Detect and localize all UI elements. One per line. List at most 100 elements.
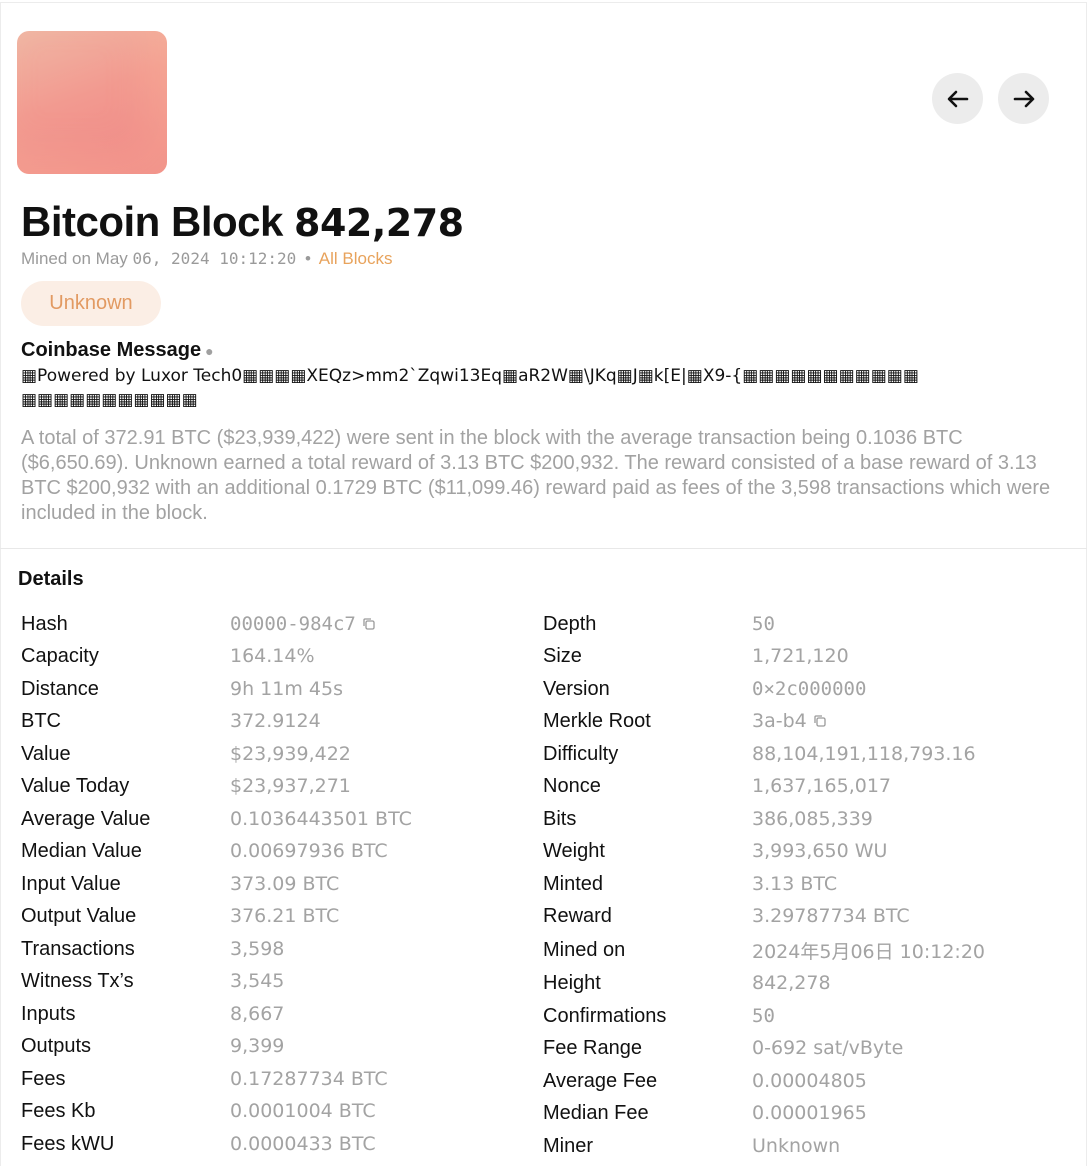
coinbase-heading: Coinbase Message ● xyxy=(21,339,214,362)
detail-value: 376.21 BTC xyxy=(230,905,340,927)
detail-row: Inputs 8,667 xyxy=(21,998,284,1030)
detail-value: 1,637,165,017 xyxy=(752,775,892,797)
detail-row: Median Value 0.00697936 BTC xyxy=(21,835,388,867)
detail-label: Mined on xyxy=(543,938,626,961)
detail-label: Hash xyxy=(21,612,68,635)
detail-row: Reward 3.29787734 BTC xyxy=(543,900,910,932)
detail-label: Merkle Root xyxy=(543,709,651,732)
detail-label: Capacity xyxy=(21,644,99,667)
detail-label: Version xyxy=(543,677,610,700)
detail-value: $23,939,422 xyxy=(230,743,351,765)
detail-row: Capacity 164.14% xyxy=(21,640,315,672)
detail-row: Weight 3,993,650 WU xyxy=(543,835,887,867)
separator-dot: • xyxy=(305,249,311,268)
detail-value: 386,085,339 xyxy=(752,808,873,830)
detail-label: Confirmations xyxy=(543,1004,667,1027)
detail-row: Difficulty 88,104,191,118,793.16 xyxy=(543,738,976,770)
detail-value: 9,399 xyxy=(230,1035,285,1057)
detail-value[interactable]: 3a-b4 xyxy=(752,710,807,732)
detail-label: Height xyxy=(543,971,601,994)
detail-row: Outputs 9,399 xyxy=(21,1030,284,1062)
coinbase-message: ▦Powered by Luxor Tech0▦▦▦▦XEQz>mm2`Zqwi… xyxy=(21,366,919,410)
detail-value: 373.09 BTC xyxy=(230,873,340,895)
detail-label: Median Fee xyxy=(543,1101,649,1124)
detail-row: Average Fee 0.00004805 xyxy=(543,1065,867,1097)
detail-label: Bits xyxy=(543,807,577,830)
detail-value: 8,667 xyxy=(230,1003,285,1025)
block-number: 842,278 xyxy=(294,201,464,245)
all-blocks-link[interactable]: All Blocks xyxy=(318,249,393,268)
detail-row: Minted 3.13 BTC xyxy=(543,868,837,900)
section-divider xyxy=(0,548,1087,549)
detail-label: Distance xyxy=(21,677,99,700)
detail-label: Depth xyxy=(543,612,597,635)
detail-label: Fees kWU xyxy=(21,1132,115,1155)
detail-value: 50 xyxy=(752,1005,775,1027)
detail-value: 0.00001965 xyxy=(752,1102,867,1124)
detail-value: 88,104,191,118,793.16 xyxy=(752,743,976,765)
detail-row: Height 842,278 xyxy=(543,967,831,999)
detail-label: Minted xyxy=(543,872,604,895)
detail-value: 3.29787734 BTC xyxy=(752,905,910,927)
detail-value[interactable]: 00000-984c7 xyxy=(230,613,356,635)
detail-row: BTC 372.9124 xyxy=(21,705,321,737)
mined-date: 06, 2024 10:12:20 xyxy=(132,249,297,268)
miner-badge[interactable]: Unknown xyxy=(21,281,161,326)
detail-value: 50 xyxy=(752,613,775,635)
detail-value: 372.9124 xyxy=(230,710,321,732)
detail-row: Depth 50 xyxy=(543,608,775,640)
detail-label: Weight xyxy=(543,839,605,862)
details-heading: Details xyxy=(18,568,84,590)
detail-value: 0×2c000000 xyxy=(752,678,867,700)
block-summary: A total of 372.91 BTC ($23,939,422) were… xyxy=(21,427,1051,524)
detail-label: Difficulty xyxy=(543,742,619,765)
detail-row: Value Today $23,937,271 xyxy=(21,770,351,802)
detail-label: Inputs xyxy=(21,1002,76,1025)
copy-icon[interactable] xyxy=(362,617,376,631)
detail-label: Median Value xyxy=(21,839,142,862)
detail-label: Average Fee xyxy=(543,1069,658,1092)
detail-label: Outputs xyxy=(21,1034,92,1057)
detail-value: 0-692 sat/vByte xyxy=(752,1037,904,1059)
detail-row: Witness Tx’s 3,545 xyxy=(21,965,284,997)
detail-row: Bits 386,085,339 xyxy=(543,803,873,835)
detail-row: Fee Range 0-692 sat/vByte xyxy=(543,1032,903,1064)
detail-value: 3,993,650 WU xyxy=(752,840,888,862)
previous-block-button[interactable] xyxy=(932,73,983,124)
detail-label: Average Value xyxy=(21,807,151,830)
detail-label: Fees xyxy=(21,1067,66,1090)
detail-value: 3,598 xyxy=(230,938,285,960)
detail-label: Fee Range xyxy=(543,1036,642,1059)
mined-prefix: Mined on May xyxy=(21,249,128,268)
detail-row: Input Value 373.09 BTC xyxy=(21,868,339,900)
mined-info: Mined on May 06, 2024 10:12:20 • All Blo… xyxy=(21,249,392,269)
detail-value: 0.17287734 BTC xyxy=(230,1068,388,1090)
detail-value: 0.0000433 BTC xyxy=(230,1133,376,1155)
detail-value: 2024年5月06日 10:12:20 xyxy=(752,940,985,963)
block-thumbnail xyxy=(17,31,167,174)
detail-row: Distance 9h 11m 45s xyxy=(21,673,343,705)
page-title-text: Bitcoin Block xyxy=(21,198,283,245)
detail-label: Witness Tx’s xyxy=(21,969,134,992)
detail-row: Average Value 0.1036443501 BTC xyxy=(21,803,412,835)
detail-value: $23,937,271 xyxy=(230,775,351,797)
copy-icon[interactable] xyxy=(813,714,827,728)
detail-value: 1,721,120 xyxy=(752,645,849,667)
detail-row: Output Value 376.21 BTC xyxy=(21,900,339,932)
arrow-left-icon xyxy=(947,90,968,107)
detail-row: Size 1,721,120 xyxy=(543,640,849,672)
next-block-button[interactable] xyxy=(998,73,1049,124)
detail-value: 842,278 xyxy=(752,972,831,994)
detail-row: Median Fee 0.00001965 xyxy=(543,1097,867,1129)
detail-label: Input Value xyxy=(21,872,121,895)
detail-row: Fees Kb 0.0001004 BTC xyxy=(21,1095,376,1127)
detail-label: Output Value xyxy=(21,904,137,927)
detail-row: Fees 0.17287734 BTC xyxy=(21,1063,388,1095)
detail-label: Miner xyxy=(543,1134,594,1157)
detail-value: Unknown xyxy=(752,1135,841,1157)
detail-row: Miner Unknown xyxy=(543,1130,840,1162)
detail-row: Confirmations 50 xyxy=(543,1000,775,1032)
detail-row: Version 0×2c000000 xyxy=(543,673,866,705)
detail-value: 0.0001004 BTC xyxy=(230,1100,376,1122)
